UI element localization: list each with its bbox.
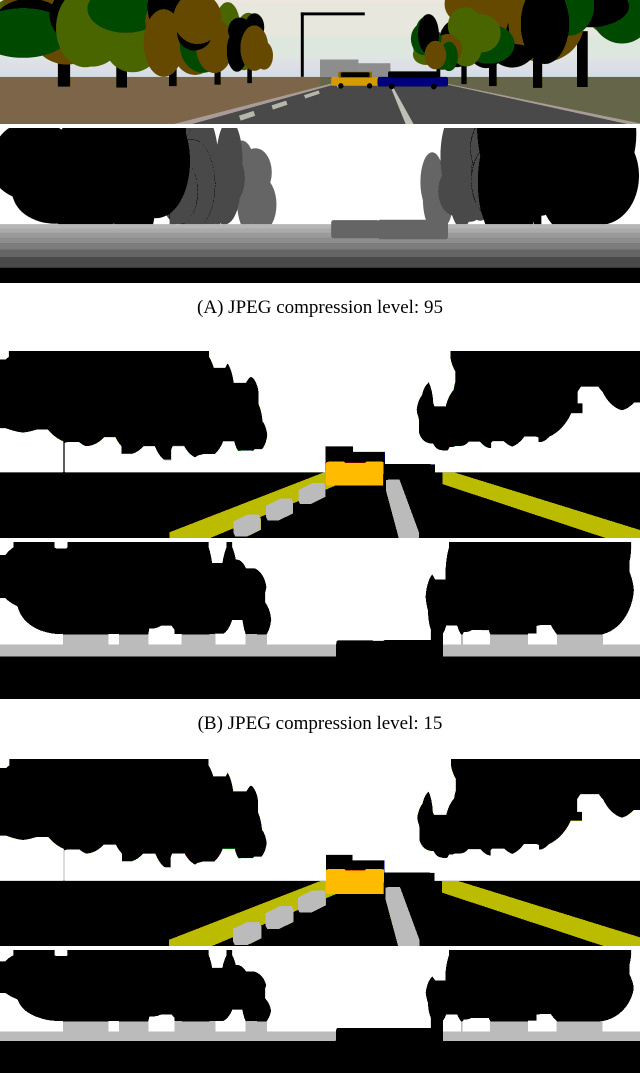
caption-b: (B) JPEG compression level: 15 [0,699,640,759]
caption-a: (A) JPEG compression level: 95 [0,283,640,351]
panel-c-rgb-image [0,759,640,946]
figure-root: (A) JPEG compression level: 95 (B) JPEG … [0,0,640,1073]
panel-b-rgb-image [0,351,640,538]
panel-c-depth-map [0,950,640,1073]
panel-a-rgb-image [0,0,640,124]
panel-a-depth-map [0,128,640,283]
panel-b-depth-map [0,542,640,699]
